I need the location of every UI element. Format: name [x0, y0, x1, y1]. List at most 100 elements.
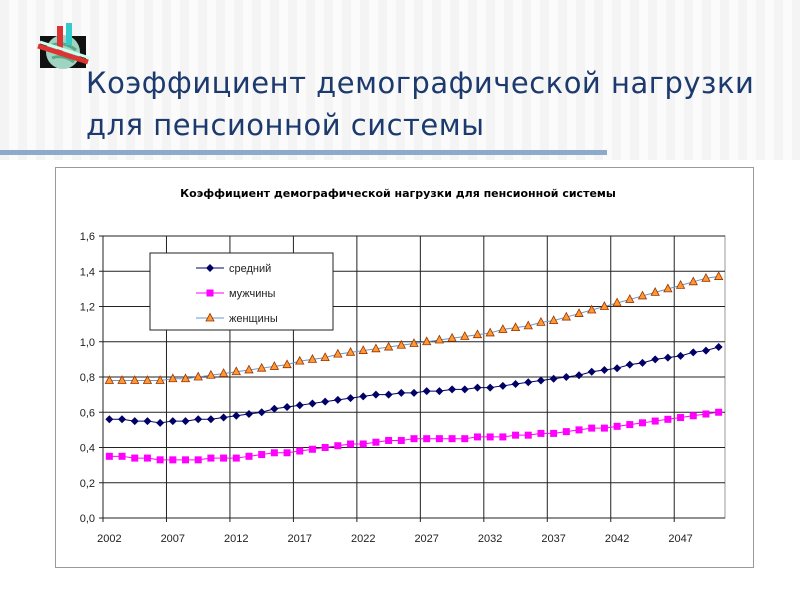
- data-point: [270, 449, 278, 457]
- data-point: [713, 271, 724, 280]
- data-point: [523, 320, 533, 330]
- data-point: [486, 383, 495, 392]
- data-point: [447, 332, 457, 342]
- data-point: [613, 422, 621, 430]
- data-point: [143, 417, 152, 426]
- chart-title: Коэффициент демографической нагрузки для…: [180, 187, 616, 200]
- data-point: [218, 368, 229, 377]
- data-point: [561, 311, 571, 321]
- data-point: [308, 445, 316, 453]
- data-point: [702, 410, 710, 418]
- data-point: [117, 375, 127, 384]
- data-point: [650, 287, 660, 296]
- data-point: [334, 442, 342, 450]
- y-tick-label: 0,6: [80, 407, 95, 419]
- legend-marker: [206, 264, 214, 272]
- data-point: [258, 451, 266, 459]
- x-tick-label: 2042: [605, 533, 629, 545]
- data-point: [599, 301, 610, 310]
- data-point: [270, 404, 279, 413]
- legend-label: женщины: [229, 313, 278, 325]
- data-point: [168, 373, 178, 383]
- data-point: [473, 433, 481, 441]
- data-point: [461, 435, 469, 443]
- data-point: [385, 436, 393, 444]
- data-point: [689, 412, 697, 420]
- legend-label: мужчины: [229, 288, 275, 300]
- data-point: [638, 358, 647, 367]
- data-point: [714, 343, 723, 352]
- data-point: [473, 383, 482, 392]
- data-point: [600, 424, 608, 432]
- y-tick-label: 0,8: [80, 372, 95, 384]
- data-point: [549, 374, 558, 383]
- slide-title-line2: для пенсионной системы: [86, 108, 485, 142]
- data-point: [118, 415, 127, 424]
- data-point: [244, 410, 253, 419]
- data-point: [613, 364, 622, 373]
- data-point: [587, 367, 596, 376]
- data-point: [498, 324, 508, 333]
- y-tick-label: 1,6: [80, 231, 95, 243]
- data-point: [156, 418, 165, 427]
- data-point: [664, 415, 672, 423]
- data-point: [321, 444, 329, 451]
- data-point: [550, 429, 558, 437]
- data-point: [460, 331, 470, 340]
- data-point: [663, 353, 672, 362]
- data-point: [511, 380, 520, 389]
- data-point: [625, 360, 634, 369]
- data-point: [257, 362, 267, 372]
- data-point: [637, 290, 648, 300]
- data-point: [663, 283, 673, 293]
- data-point: [715, 408, 723, 416]
- data-point: [244, 364, 254, 374]
- data-point: [689, 348, 698, 357]
- data-point: [435, 435, 443, 443]
- data-point: [320, 352, 330, 362]
- slide-title-line1: Коэффициент демографической нагрузки: [86, 66, 755, 100]
- x-tick-label: 2027: [414, 533, 438, 545]
- data-point: [600, 365, 609, 374]
- x-tick-label: 2017: [288, 533, 312, 545]
- data-point: [512, 431, 520, 439]
- data-point: [575, 371, 584, 380]
- data-point: [118, 452, 126, 460]
- data-point: [675, 280, 686, 289]
- data-point: [486, 433, 494, 441]
- data-point: [448, 385, 457, 394]
- data-point: [207, 454, 215, 462]
- legend-marker: [205, 312, 215, 322]
- data-point: [562, 428, 570, 436]
- legend-marker: [206, 289, 214, 297]
- data-point: [180, 373, 191, 383]
- data-point: [510, 322, 521, 332]
- data-point: [232, 454, 240, 462]
- y-tick-label: 0,0: [80, 513, 95, 525]
- data-point: [359, 392, 368, 401]
- data-point: [333, 348, 343, 358]
- data-point: [193, 371, 203, 381]
- x-tick-label: 2047: [668, 533, 692, 545]
- data-point: [524, 378, 533, 387]
- data-point: [346, 394, 355, 403]
- data-point: [701, 272, 711, 282]
- data-point: [283, 449, 291, 457]
- data-point: [358, 345, 368, 354]
- title-divider: [0, 150, 607, 155]
- data-point: [321, 397, 330, 406]
- data-point: [651, 355, 660, 364]
- data-point: [499, 433, 507, 441]
- data-point: [397, 388, 406, 397]
- data-point: [245, 452, 253, 460]
- data-point: [587, 304, 597, 314]
- data-point: [688, 276, 698, 286]
- x-tick-label: 2002: [97, 533, 121, 545]
- data-point: [347, 440, 355, 448]
- data-point: [169, 456, 177, 464]
- data-point: [410, 388, 418, 397]
- data-point: [307, 354, 318, 363]
- data-point: [588, 424, 596, 432]
- x-tick-label: 2007: [161, 533, 185, 545]
